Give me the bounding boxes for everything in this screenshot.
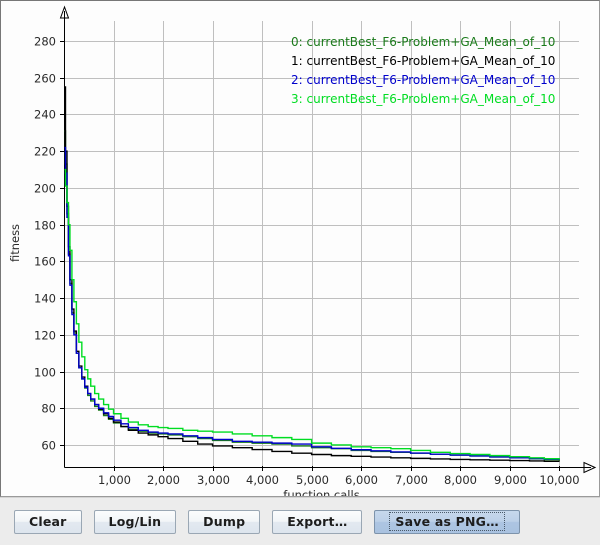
y-tick-label: 180 [34, 219, 56, 233]
y-tick-label: 120 [34, 329, 56, 343]
tick-labels: 60 80 100 120 140 160 180 200 220 240 260 280 1,000 2… [34, 35, 580, 488]
export-button[interactable]: Export… [272, 509, 363, 534]
fitness-chart: 60 80 100 120 140 160 180 200 220 240 260 280 1,000 2… [1, 1, 599, 496]
x-tick-label: 8,000 [444, 473, 477, 487]
y-tick-label: 80 [41, 402, 56, 416]
x-axis-arrowhead [583, 461, 597, 474]
y-tick-label: 160 [34, 255, 56, 269]
dump-button-label: Dump [203, 514, 246, 529]
series-line-3 [64, 168, 560, 460]
log-lin-button-label: Log/Lin [108, 514, 162, 529]
y-tick-label: 60 [41, 439, 56, 453]
x-tick-label: 3,000 [197, 473, 230, 487]
y-tick-label: 100 [34, 366, 56, 380]
chart-legend: 0: currentBest_F6-Problem+GA_Mean_of_10 1… [291, 35, 555, 106]
legend-item-3[interactable]: 3: currentBest_F6-Problem+GA_Mean_of_10 [291, 92, 555, 106]
y-tick-label: 200 [34, 182, 56, 196]
x-tick-label: 1,000 [98, 473, 131, 487]
grid-lines [64, 21, 579, 467]
legend-item-0[interactable]: 0: currentBest_F6-Problem+GA_Mean_of_10 [291, 35, 555, 49]
y-axis-title: fitness [8, 224, 22, 262]
log-lin-button[interactable]: Log/Lin [93, 509, 177, 534]
series-line-1 [64, 86, 560, 463]
x-tick-label: 5,000 [296, 473, 329, 487]
export-button-label: Export… [287, 514, 348, 529]
x-tick-label: 6,000 [345, 473, 378, 487]
x-axis-title: function calls [283, 488, 359, 496]
save-as-png-button[interactable]: Save as PNG… [374, 509, 520, 534]
y-tick-label: 280 [34, 35, 56, 49]
series-line-2 [64, 146, 560, 461]
y-tick-label: 240 [34, 108, 56, 122]
y-tick-label: 140 [34, 292, 56, 306]
x-tick-label: 4,000 [246, 473, 279, 487]
save-as-png-button-label: Save as PNG… [395, 514, 499, 529]
button-bar: Clear Log/Lin Dump Export… Save as PNG… [0, 497, 600, 545]
x-tick-label: 7,000 [395, 473, 428, 487]
clear-button-label: Clear [29, 514, 67, 529]
focus-ring: Save as PNG… [389, 512, 505, 531]
y-tick-label: 260 [34, 72, 56, 86]
x-tick-label: 10,000 [539, 473, 579, 487]
chart-background [1, 1, 599, 496]
legend-item-2[interactable]: 2: currentBest_F6-Problem+GA_Mean_of_10 [291, 73, 555, 87]
data-series [64, 86, 560, 463]
clear-button[interactable]: Clear [14, 509, 82, 534]
y-axis-arrowhead [59, 5, 70, 19]
axis-titles: function calls fitness [8, 224, 360, 496]
x-tick-label: 9,000 [494, 473, 527, 487]
legend-item-1[interactable]: 1: currentBest_F6-Problem+GA_Mean_of_10 [291, 54, 555, 68]
dump-button[interactable]: Dump [188, 509, 261, 534]
x-tick-label: 2,000 [147, 473, 180, 487]
y-tick-label: 220 [34, 145, 56, 159]
chart-panel[interactable]: 60 80 100 120 140 160 180 200 220 240 260 280 1,000 2… [0, 0, 600, 497]
